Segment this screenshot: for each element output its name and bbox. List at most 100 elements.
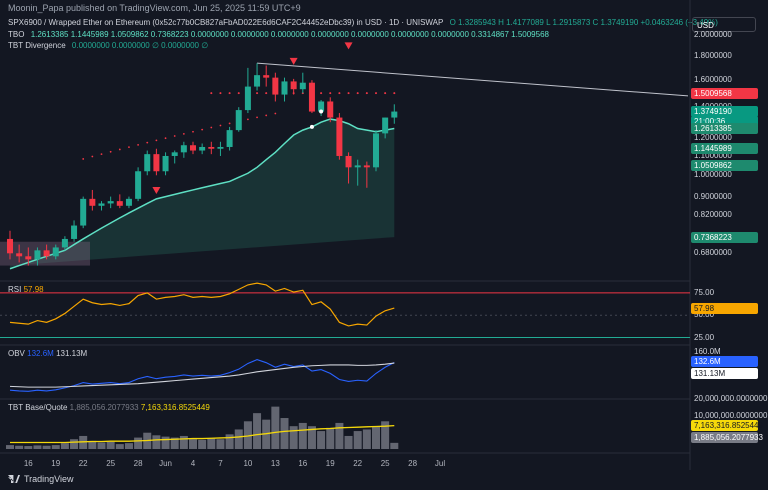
price-tick-label: 1.0000000: [694, 170, 732, 180]
sell-signal-marker: [344, 42, 353, 50]
volume-bar: [152, 435, 161, 449]
candle-body: [80, 198, 87, 226]
tbo-name[interactable]: TBO: [8, 30, 25, 39]
candle-body: [71, 225, 78, 239]
candle-body: [244, 86, 251, 111]
volume-bar: [216, 439, 225, 449]
volume-bar: [24, 446, 33, 449]
trailing-stop-dot: [274, 112, 277, 115]
sell-signal-marker: [152, 186, 161, 194]
candle-body: [354, 165, 361, 168]
resistance-dot: [210, 92, 213, 95]
volume-bar: [289, 426, 298, 449]
trailing-stop-dot: [192, 130, 194, 133]
tradingview-logo-icon: [8, 475, 20, 483]
candle-body: [52, 247, 59, 257]
rsi-tick-label: 25.00: [694, 332, 715, 342]
resistance-dot: [265, 92, 268, 95]
candle-body: [336, 117, 343, 156]
tradingview-footer[interactable]: TradingView: [8, 474, 74, 484]
tbt-volume-name: TBT Base/Quote: [8, 403, 68, 412]
price-tag: 1.0509862: [691, 160, 758, 172]
candle-body: [226, 130, 233, 147]
price-tag: 21:00:36: [691, 115, 758, 127]
time-tick-label: 25: [380, 459, 390, 468]
candle-body: [7, 238, 13, 254]
volume-bar: [225, 434, 234, 449]
volume-bar: [317, 431, 326, 449]
obv-tick-label: 160.0M: [694, 347, 721, 356]
resistance-dot: [329, 92, 332, 95]
rsi-value-tag: 57.98: [691, 303, 758, 315]
volume-bar: [124, 443, 133, 449]
volume-bar: [134, 437, 143, 449]
resistance-dot: [228, 92, 231, 95]
candle-body: [373, 133, 379, 168]
obv-ma-value-tag: 131.13M: [691, 368, 758, 380]
tbo-legend[interactable]: TBO 1.2613385 1.1445989 1.0509862 0.7368…: [8, 30, 553, 39]
obv-value-tag: 132.6M: [691, 356, 758, 368]
symbol-name[interactable]: SPX6900 / Wrapped Ether on Ethereum (0x5…: [8, 18, 444, 27]
trailing-stop-dot: [137, 143, 140, 146]
candle-body: [34, 250, 41, 260]
time-tick-label: 16: [23, 459, 33, 468]
tbt-divergence-legend[interactable]: TBT Divergence 0.0000000 0.0000000 ∅ 0.0…: [8, 41, 212, 50]
candle-body: [107, 201, 114, 204]
volume-bar: [88, 440, 97, 449]
candle-body: [61, 238, 68, 248]
tbt-volume-legend[interactable]: TBT Base/Quote 1,885,056.2077933 7,163,3…: [8, 403, 210, 412]
volume-bar: [326, 427, 335, 449]
candle-body: [363, 165, 370, 168]
symbol-legend[interactable]: SPX6900 / Wrapped Ether on Ethereum (0x5…: [8, 18, 722, 27]
obv-legend[interactable]: OBV 132.6M 131.13M: [8, 349, 87, 358]
volume-bar: [307, 426, 316, 449]
volume-bar: [335, 422, 344, 449]
candle-body: [308, 82, 315, 112]
time-tick-label: 28: [408, 459, 418, 468]
resistance-dot: [365, 92, 368, 95]
candle-body: [171, 152, 178, 156]
trailing-stop-dot: [210, 126, 213, 129]
trailing-stop-dot: [100, 153, 103, 156]
trailing-stop-dot: [265, 114, 268, 117]
volume-bar: [33, 445, 42, 449]
time-tick-label: 13: [270, 459, 280, 468]
volume-bar: [298, 422, 307, 449]
trailing-stop-dot: [247, 118, 249, 121]
signal-dot: [319, 109, 324, 114]
trailing-stop-dot: [128, 146, 130, 149]
currency-selector[interactable]: USD: [692, 17, 756, 32]
candle-body: [281, 81, 288, 95]
candle-body: [254, 75, 261, 87]
time-tick-label: 25: [106, 459, 116, 468]
candle-body: [199, 146, 206, 151]
candle-body: [135, 171, 142, 199]
candle-body: [180, 145, 187, 153]
time-tick-label: 4: [190, 459, 196, 468]
tbt-divergence-name[interactable]: TBT Divergence: [8, 41, 66, 50]
candle-body: [318, 101, 325, 112]
trailing-stop-dot: [118, 148, 121, 151]
tbt-divergence-values: 0.0000000 0.0000000 ∅ 0.0000000 ∅: [71, 41, 209, 50]
resistance-dot: [256, 92, 259, 95]
time-tick-label: 22: [353, 459, 363, 468]
candle-body: [98, 203, 105, 206]
volume-bar: [234, 429, 243, 449]
candle-body: [25, 256, 32, 260]
resistance-dot: [393, 92, 396, 95]
rsi-tick-label: 75.00: [694, 287, 715, 297]
tbo-values: 1.2613385 1.1445989 1.0509862 0.7368223 …: [30, 30, 549, 39]
candle-body: [153, 154, 160, 172]
trailing-stop-dot: [91, 155, 94, 158]
volume-bar: [280, 418, 289, 449]
time-tick-label: 19: [325, 459, 335, 468]
rsi-legend[interactable]: RSI 57.98: [8, 285, 44, 294]
candle-body: [327, 101, 334, 118]
volume-ma-line: [10, 425, 395, 444]
volume-bar: [353, 431, 362, 449]
time-tick-label: 22: [78, 459, 88, 468]
resistance-dot: [237, 92, 240, 95]
volume-bar: [106, 441, 115, 449]
volume-bar: [207, 438, 216, 449]
